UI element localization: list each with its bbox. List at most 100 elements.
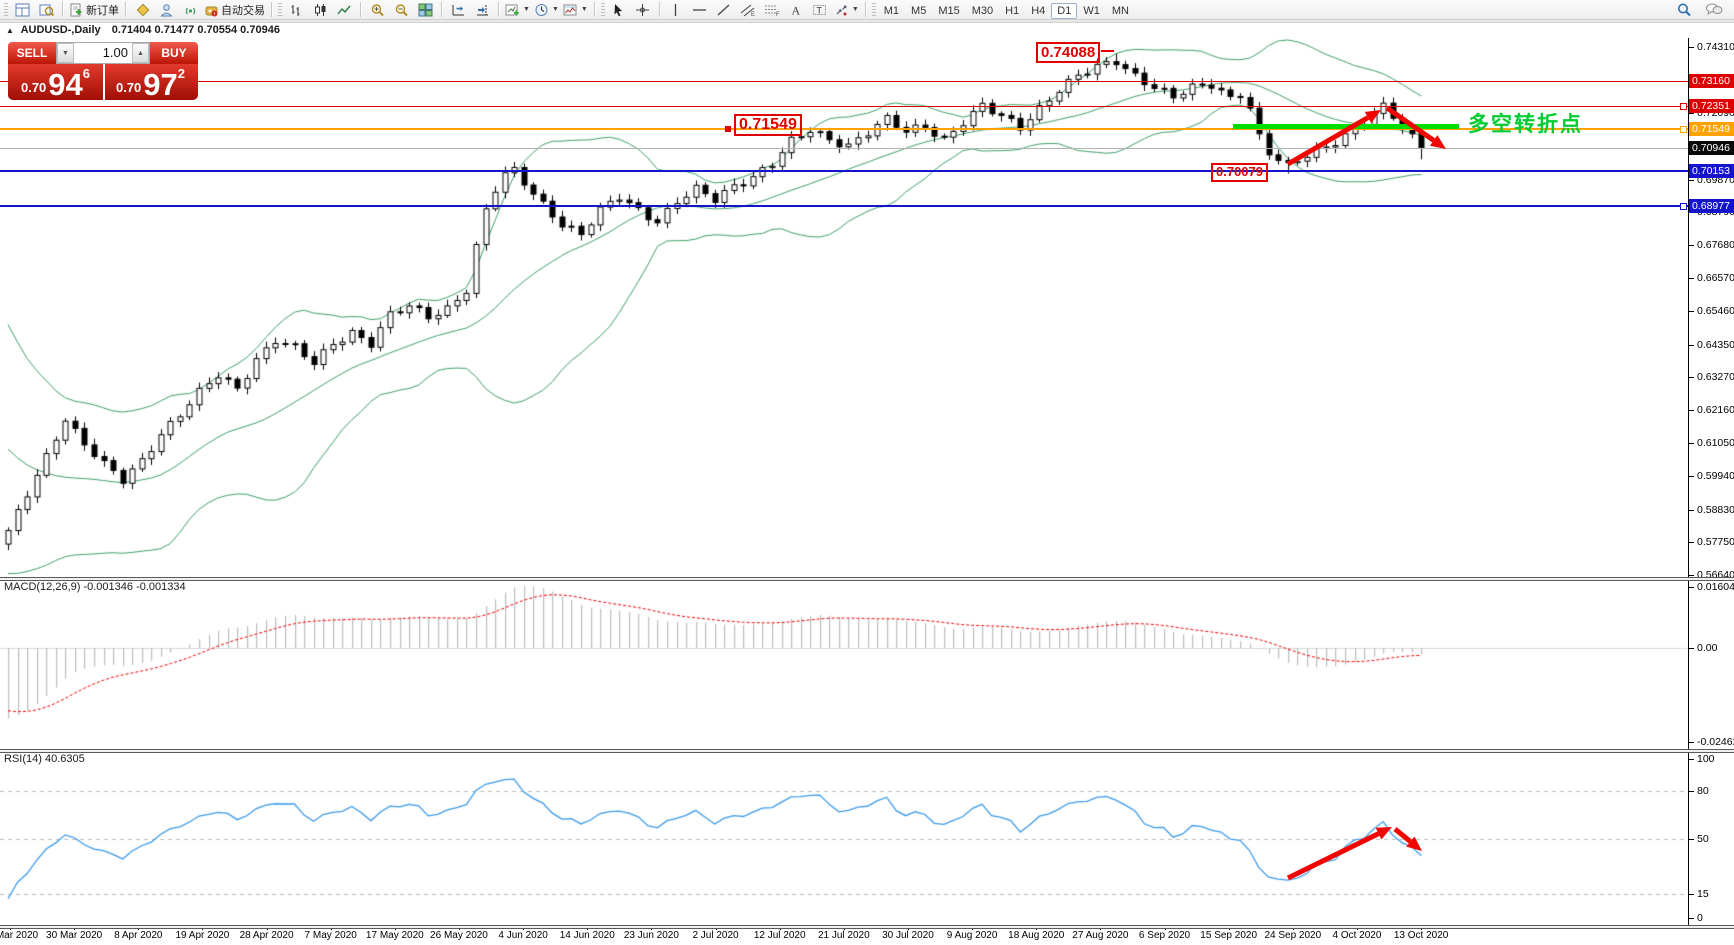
toolbar-separator (658, 2, 660, 17)
navigator-icon[interactable] (34, 1, 58, 19)
macd-indicator-label: MACD(12,26,9) -0.001346 -0.001334 (4, 581, 186, 593)
search-icon[interactable] (1672, 1, 1696, 19)
bid-price-line (0, 148, 1688, 149)
timeframe-D1[interactable]: D1 (1051, 2, 1078, 19)
panel-separator-dates (0, 925, 1734, 929)
bid-price[interactable]: 0.70 94 6 (8, 64, 103, 100)
cursor-tool-icon[interactable] (607, 1, 631, 19)
sell-button[interactable]: SELL (8, 42, 56, 64)
date-label: 14 Jun 2020 (559, 930, 615, 941)
symbol-period-label: AUDUSD-,Daily (20, 24, 101, 36)
zoom-out-icon[interactable] (389, 1, 413, 19)
horizontal-line-tool-icon[interactable] (688, 1, 712, 19)
toolbar-separator (360, 2, 361, 17)
line-chart-icon[interactable] (332, 1, 356, 19)
vertical-line-tool-icon[interactable] (664, 1, 688, 19)
annotation-high-price-label[interactable]: 0.74088 (1036, 42, 1101, 64)
toolbar-grip[interactable] (871, 2, 876, 17)
equidistant-channel-tool-icon[interactable]: E (736, 1, 760, 19)
crosshair-tool-icon[interactable] (631, 1, 655, 19)
bid-price-prefix: 0.70 (20, 80, 47, 95)
toolbar-grip[interactable] (278, 2, 282, 17)
line-handle[interactable] (1680, 203, 1687, 210)
date-label: 28 Apr 2020 (239, 930, 294, 941)
signal-icon[interactable] (178, 1, 202, 19)
horizontal-line-0.68977[interactable] (0, 205, 1688, 207)
rsi-tick-label: 50 (1697, 833, 1709, 845)
line-handle[interactable] (1680, 126, 1687, 133)
periods-button[interactable]: ▼ (532, 1, 561, 19)
timeframe-group: M1 M5 M15 M30 H1 H4 D1 W1 MN (878, 1, 1135, 19)
price-tick-dash (1689, 510, 1694, 511)
price-line-label: 0.70153 (1689, 164, 1734, 178)
bar-chart-icon[interactable] (284, 1, 308, 19)
new-chart-icon (505, 4, 519, 15)
arrows-tool-icon (836, 5, 847, 15)
chat-icon[interactable] (1702, 1, 1726, 19)
collapse-triangle-icon[interactable]: ▲ (6, 26, 14, 35)
volume-decrease-button[interactable]: ▼ (57, 43, 74, 63)
timeframe-MN[interactable]: MN (1111, 4, 1129, 17)
text-label-tool-icon[interactable]: T (808, 1, 832, 19)
macd-tick-dash (1689, 742, 1694, 743)
zoom-in-icon[interactable] (365, 1, 389, 19)
timeframe-M5[interactable]: M5 (911, 4, 927, 17)
panel-separator-rsi[interactable] (0, 749, 1734, 753)
timeframe-W1[interactable]: W1 (1083, 4, 1100, 17)
toolbar-grip[interactable] (600, 2, 605, 17)
timeframe-M1[interactable]: M1 (883, 4, 900, 17)
line-handle[interactable] (725, 126, 731, 132)
price-tick-label: 0.58830 (1697, 504, 1734, 516)
horizontal-line-0.73160[interactable] (0, 81, 1688, 82)
date-label: 24 Sep 2020 (1264, 930, 1322, 941)
horizontal-line-0.71549[interactable] (0, 128, 1688, 130)
date-label: 4 Jun 2020 (498, 930, 548, 941)
market-watch-icon[interactable] (10, 1, 34, 19)
price-tick-label: 0.62160 (1697, 404, 1734, 416)
new-order-button[interactable]: 新订单 (67, 1, 121, 19)
new-chart-button[interactable]: ▼ (503, 1, 532, 19)
autotrade-button[interactable]: 自动交易 (202, 1, 267, 19)
toolbar-right-group (1672, 1, 1732, 19)
volume-increase-button[interactable]: ▲ (132, 43, 149, 63)
candle-chart-icon[interactable] (308, 1, 332, 19)
pivot-zone-line[interactable] (1233, 124, 1459, 129)
price-tick-dash (1689, 113, 1694, 114)
chart-shift-icon[interactable] (470, 1, 494, 19)
trendline-tool-icon[interactable] (712, 1, 736, 19)
toolbar-grip[interactable] (4, 2, 8, 17)
fibonacci-tool-icon[interactable]: F (760, 1, 784, 19)
buy-button[interactable]: BUY (150, 42, 198, 64)
horizontal-line-0.70153[interactable] (0, 170, 1688, 172)
timeframe-M30[interactable]: M30 (971, 4, 994, 17)
ask-price-pip: 2 (177, 66, 186, 81)
timeframe-H1[interactable]: H1 (1005, 4, 1020, 17)
macd-tick-label: 0.016048 (1697, 581, 1734, 593)
price-tick-label: 0.63270 (1697, 371, 1734, 383)
panel-separator-macd[interactable] (0, 577, 1734, 581)
annotation-support-price-label[interactable]: 0.71549 (734, 114, 802, 137)
ask-price[interactable]: 0.70 97 2 (103, 64, 198, 100)
price-tick-label: 0.67680 (1697, 239, 1734, 251)
line-handle[interactable] (1680, 103, 1687, 110)
arrows-tool-button[interactable]: ▼ (832, 1, 861, 19)
price-tick-label: 0.66570 (1697, 272, 1734, 284)
annotation-low-price-label[interactable]: 0.70079 (1211, 163, 1268, 182)
new-order-icon (70, 3, 82, 16)
metaeditor-icon[interactable] (130, 1, 154, 19)
bid-ask-display[interactable]: 0.70 94 6 0.70 97 2 (8, 64, 198, 100)
bid-price-label: 0.70946 (1689, 141, 1734, 155)
terminal-user-icon[interactable] (154, 1, 178, 19)
timeframe-H4[interactable]: H4 (1031, 4, 1046, 17)
autotrade-icon (205, 6, 218, 16)
volume-value[interactable]: 1.00 (102, 45, 128, 60)
timeframe-M15[interactable]: M15 (938, 4, 960, 17)
text-tool-icon[interactable]: A (784, 1, 808, 19)
templates-button[interactable]: ▼ (561, 1, 590, 19)
auto-scroll-icon[interactable] (446, 1, 470, 19)
price-tick-label: 0.65460 (1697, 305, 1734, 317)
horizontal-line-0.72351[interactable] (0, 106, 1688, 107)
tile-windows-icon[interactable] (413, 1, 437, 19)
pivot-annotation-text[interactable]: 多空转折点 (1468, 113, 1583, 136)
